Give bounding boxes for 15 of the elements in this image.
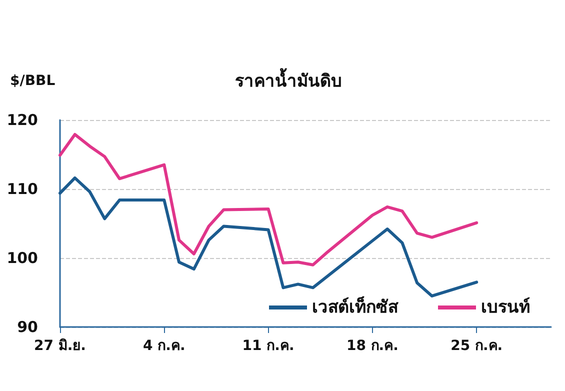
y-tick-label: 90 [17,318,38,336]
x-tick-label: 27 มิ.ย. [34,338,86,354]
y-tick-label: 100 [6,249,38,267]
x-tick-label: 11 ก.ค. [242,338,294,354]
line-series [58,176,478,298]
x-tick-label: 18 ก.ค. [346,338,398,354]
x-tick-label: 4 ก.ค. [143,338,186,354]
chart-title: ราคาน้ำมันดิบ [235,68,342,92]
x-tick-label: 25 ก.ค. [450,338,503,354]
y-axis-title: $/BBL [10,73,56,89]
line-series [58,132,478,266]
legend-label: เวสต์เท็กซัส [312,294,399,318]
y-tick-label: 110 [6,180,38,198]
legend-label: เบรนท์ [481,296,530,318]
y-tick-label: 120 [6,111,38,129]
